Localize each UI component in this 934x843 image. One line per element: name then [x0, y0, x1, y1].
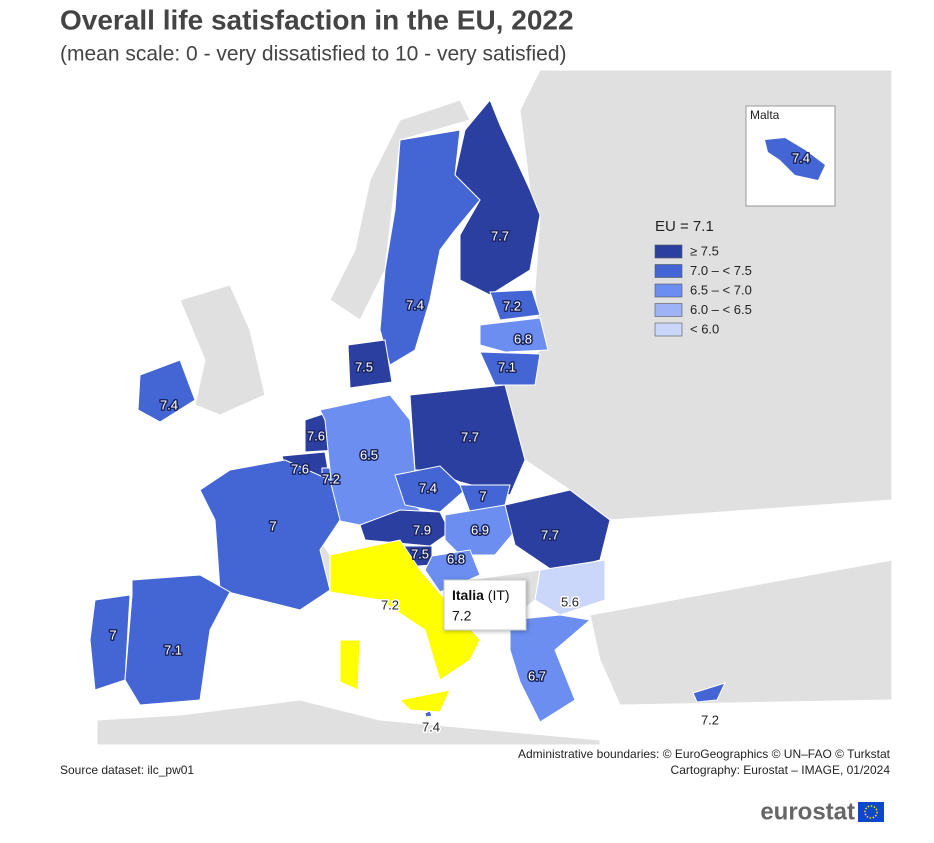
subtitle: (mean scale: 0 - very dissatisfied to 10…	[60, 43, 567, 66]
tooltip-name: Italia	[452, 587, 484, 603]
region-shape	[479, 351, 541, 386]
region-value: 7.5	[355, 359, 373, 374]
region-shape	[692, 682, 726, 703]
credit-boundaries: Administrative boundaries: © EuroGeograp…	[518, 747, 891, 761]
legend-label: 6.0 – < 6.5	[690, 302, 752, 317]
region-value: 7.4	[160, 397, 178, 412]
legend-swatch	[654, 283, 683, 298]
legend-swatch	[654, 244, 683, 259]
logo-stars	[864, 805, 878, 819]
region-shape	[199, 459, 341, 611]
region-value: 7.4	[419, 480, 437, 495]
land-norway	[329, 99, 471, 321]
region-value: 7.1	[164, 642, 182, 657]
tooltip-code: (IT)	[488, 587, 510, 603]
legend-swatch	[654, 264, 683, 278]
regions	[89, 99, 726, 723]
land-uk	[179, 284, 266, 416]
region-value: 7.2	[701, 712, 719, 727]
source: Source dataset: ilc_pw01	[60, 763, 194, 777]
legend-title: EU = 7.1	[655, 218, 714, 235]
region-value: 7.7	[541, 527, 559, 542]
tooltip: Italia (IT) 7.2	[443, 579, 527, 631]
labels: 7.7 7.4 7.2 6.8 7.1 7.5 7.4 7.6 7.6 7.2 6.5 7.7 7.4 7…	[108, 227, 721, 736]
legend-label: 7.0 – < 7.5	[690, 263, 752, 278]
region-shape	[329, 539, 481, 681]
region-shape	[339, 639, 361, 691]
region-value: 7.9	[413, 522, 431, 537]
region-shape	[347, 339, 393, 389]
tooltip-title: Italia (IT)	[452, 587, 510, 603]
logo-text: eurostat	[760, 798, 855, 825]
region-value: 7	[109, 627, 116, 642]
legend-swatch	[654, 303, 683, 317]
region-value: 7.2	[322, 471, 340, 486]
region-value: 6.9	[471, 522, 489, 537]
region-shape	[124, 574, 231, 706]
region-value: 7.2	[503, 298, 521, 313]
tooltip-value: 7.2	[452, 608, 472, 624]
region-value: 6.5	[360, 447, 378, 462]
legend: ≥ 7.5 7.0 – < 7.5 6.5 – < 7.0 6.0 – < 6.5 < …	[654, 243, 752, 337]
region-value: 7.4	[406, 297, 424, 312]
region-value: 7.1	[498, 359, 516, 374]
legend-label: ≥ 7.5	[690, 243, 719, 258]
region-shape	[379, 129, 481, 366]
region-value: 6.8	[447, 551, 465, 566]
malta-inset-value: 7.4	[792, 150, 810, 165]
region-value: 6.8	[514, 331, 532, 346]
legend-label: 6.5 – < 7.0	[690, 282, 752, 297]
region-shape	[89, 594, 131, 691]
logo-flag	[858, 802, 884, 822]
region-shape	[424, 710, 433, 718]
region-shape	[509, 614, 592, 723]
region-shape	[394, 465, 466, 513]
region-value: 7.7	[491, 228, 509, 243]
tooltip-box	[443, 579, 527, 631]
region-value: 7	[479, 488, 486, 503]
region-shape	[489, 289, 541, 321]
region-shape	[137, 359, 196, 423]
title: Overall life satisfaction in the EU, 202…	[60, 4, 574, 35]
region-value: 7.6	[291, 461, 309, 476]
region-value: 6.7	[528, 668, 546, 683]
credit-cartography: Cartography: Eurostat – IMAGE, 01/2024	[671, 763, 891, 777]
malta-inset-title: Malta	[750, 108, 780, 122]
region-value: 7.6	[307, 428, 325, 443]
region-shape	[398, 689, 451, 713]
region-value: 7.5	[411, 546, 429, 561]
region-shape	[479, 317, 549, 353]
region-shape	[504, 489, 611, 573]
legend-label: < 6.0	[690, 321, 719, 336]
land-africa	[96, 699, 601, 746]
malta-inset-shape	[765, 138, 825, 180]
region-value: 5.6	[561, 594, 579, 609]
legend-swatch	[654, 322, 683, 337]
land-turkey	[589, 559, 893, 706]
region-value: 7.4	[422, 719, 440, 734]
region-value: 7.2	[381, 597, 399, 612]
region-value: 7	[269, 518, 276, 533]
region-value: 7.7	[461, 429, 479, 444]
region-shape	[534, 559, 606, 616]
